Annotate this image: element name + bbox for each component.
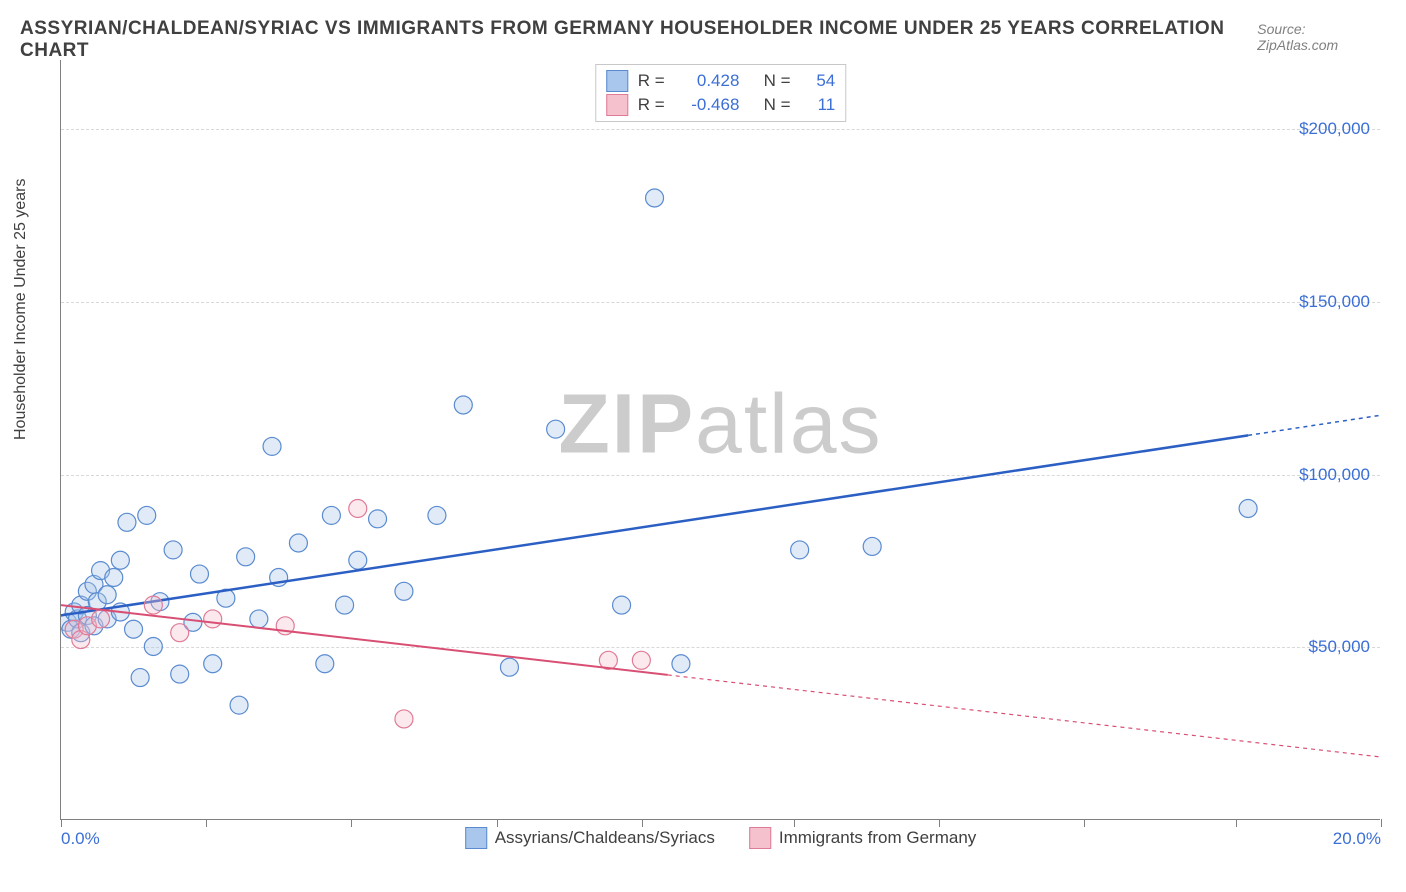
data-point <box>98 586 116 604</box>
data-point <box>1239 500 1257 518</box>
x-tick <box>1236 819 1237 827</box>
data-point <box>191 565 209 583</box>
data-point <box>349 551 367 569</box>
data-point <box>131 669 149 687</box>
x-tick <box>939 819 940 827</box>
x-tick <box>497 819 498 827</box>
swatch-bottom-1 <box>465 827 487 849</box>
data-point <box>454 396 472 414</box>
data-point <box>632 651 650 669</box>
data-point <box>349 500 367 518</box>
data-point <box>125 620 143 638</box>
x-tick <box>1381 819 1382 827</box>
data-point <box>171 665 189 683</box>
data-point <box>369 510 387 528</box>
data-point <box>204 610 222 628</box>
data-point <box>336 596 354 614</box>
data-point <box>289 534 307 552</box>
data-point <box>118 513 136 531</box>
source-label: Source: ZipAtlas.com <box>1257 21 1386 53</box>
plot-area: ZIPatlas R = 0.428 N = 54 R = -0.468 N =… <box>60 60 1380 820</box>
x-tick <box>206 819 207 827</box>
data-point <box>646 189 664 207</box>
data-point <box>92 610 110 628</box>
x-tick <box>351 819 352 827</box>
data-point <box>237 548 255 566</box>
legend-series: Assyrians/Chaldeans/Syriacs Immigrants f… <box>465 827 977 849</box>
data-point <box>230 696 248 714</box>
data-point <box>204 655 222 673</box>
x-tick <box>794 819 795 827</box>
data-point <box>111 551 129 569</box>
data-point <box>428 506 446 524</box>
data-point <box>395 710 413 728</box>
data-point <box>672 655 690 673</box>
data-point <box>144 596 162 614</box>
data-point <box>105 569 123 587</box>
x-tick <box>61 819 62 827</box>
x-tick-label: 20.0% <box>1333 829 1381 849</box>
data-point <box>613 596 631 614</box>
legend-item-2: Immigrants from Germany <box>749 827 976 849</box>
data-point <box>138 506 156 524</box>
y-axis-label: Householder Income Under 25 years <box>12 179 30 440</box>
data-point <box>144 638 162 656</box>
data-point <box>322 506 340 524</box>
data-point <box>250 610 268 628</box>
trend-line-ext <box>1248 415 1380 435</box>
data-point <box>547 420 565 438</box>
chart-title: ASSYRIAN/CHALDEAN/SYRIAC VS IMMIGRANTS F… <box>20 18 1257 62</box>
data-point <box>863 537 881 555</box>
data-point <box>791 541 809 559</box>
data-point <box>500 658 518 676</box>
x-tick <box>642 819 643 827</box>
scatter-plot <box>61 60 1380 819</box>
swatch-bottom-2 <box>749 827 771 849</box>
data-point <box>171 624 189 642</box>
data-point <box>395 582 413 600</box>
x-tick <box>1084 819 1085 827</box>
legend-item-1: Assyrians/Chaldeans/Syriacs <box>465 827 715 849</box>
data-point <box>164 541 182 559</box>
legend-label-1: Assyrians/Chaldeans/Syriacs <box>495 828 715 848</box>
data-point <box>316 655 334 673</box>
legend-label-2: Immigrants from Germany <box>779 828 976 848</box>
trend-line-ext <box>668 675 1380 757</box>
trend-line <box>61 435 1248 615</box>
x-tick-label: 0.0% <box>61 829 100 849</box>
data-point <box>263 437 281 455</box>
